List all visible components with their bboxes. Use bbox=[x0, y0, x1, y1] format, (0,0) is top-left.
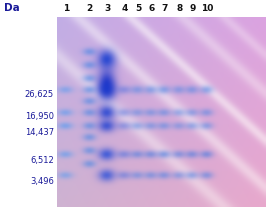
Text: 8: 8 bbox=[176, 4, 183, 13]
Text: 10: 10 bbox=[202, 4, 214, 13]
Text: 5: 5 bbox=[135, 4, 141, 13]
Text: 3,496: 3,496 bbox=[30, 177, 54, 186]
Text: 6: 6 bbox=[148, 4, 155, 13]
Text: 16,950: 16,950 bbox=[25, 112, 54, 121]
Text: 4: 4 bbox=[121, 4, 128, 13]
Text: 9: 9 bbox=[190, 4, 196, 13]
Text: 14,437: 14,437 bbox=[25, 127, 54, 137]
Text: 1: 1 bbox=[62, 4, 69, 13]
Text: 6,512: 6,512 bbox=[30, 156, 54, 165]
Text: Da: Da bbox=[4, 3, 20, 13]
Text: 26,625: 26,625 bbox=[25, 89, 54, 99]
Text: 3: 3 bbox=[104, 4, 110, 13]
Text: 7: 7 bbox=[162, 4, 168, 13]
Text: 2: 2 bbox=[87, 4, 93, 13]
